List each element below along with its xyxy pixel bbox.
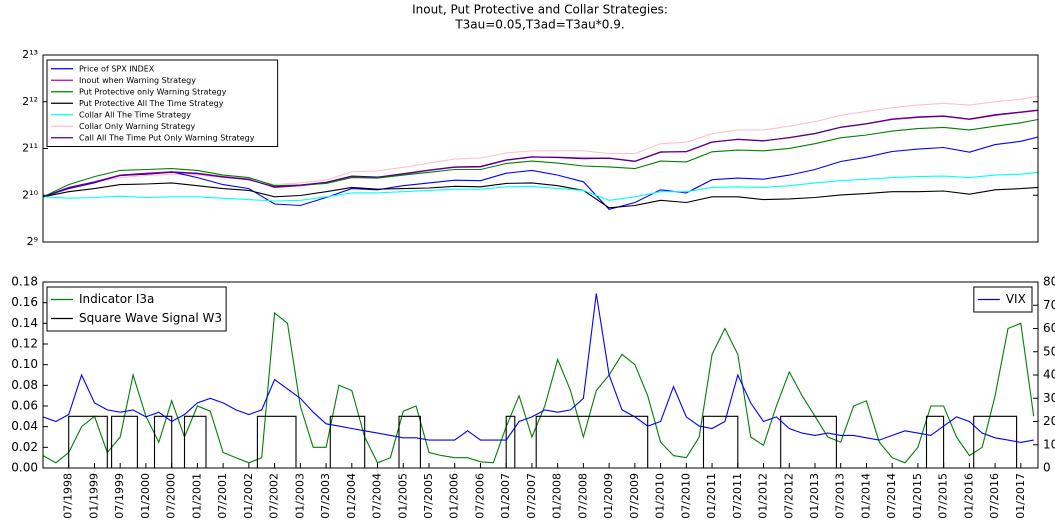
x-tick-label: 07/2000 [165,473,178,519]
x-tick-label: 01/2001 [190,473,203,519]
series-line [43,109,1038,198]
x-tick-label: 07/2010 [679,473,692,519]
x-tick-label: 01/2015 [911,473,924,519]
y-tick-label: 0.00 [11,461,38,475]
y-tick-label: 0.10 [11,357,38,371]
y-tick-label: 0.04 [11,419,38,433]
y-tick-label: 0.08 [11,378,38,392]
y-tick-label: 2¹⁰ [22,188,38,201]
x-tick-label: 01/2014 [859,473,872,519]
y-tick-label: 2¹¹ [22,142,38,155]
x-tick-label: 07/2012 [782,473,795,519]
x-tick-label: 01/2005 [396,473,409,519]
x-tick-label: 07/2001 [216,473,229,519]
legend-label: Call All The Time Put Only Warning Strat… [79,133,255,142]
y2-tick-label: 50 [1043,344,1055,358]
y-tick-label: 2¹³ [22,48,38,61]
y-tick-label: 0.06 [11,399,38,413]
y-tick-label: 2⁹ [27,235,38,248]
x-tick-label: 07/2005 [422,473,435,519]
legend-box [46,286,227,332]
legend-label: VIX [1006,292,1026,306]
y2-tick-label: 80 [1043,275,1055,289]
x-tick-label: 07/2016 [988,473,1001,519]
x-tick-label: 07/2011 [731,473,744,519]
x-tick-label: 01/2011 [705,473,718,519]
x-tick-label: 01/2013 [808,473,821,519]
x-tick-label: 01/2006 [448,473,461,519]
legend-label: Collar All The Time Strategy [79,110,191,119]
x-tick-label: 01/2003 [293,473,306,519]
x-tick-label: 01/2010 [654,473,667,519]
plot-frame [42,281,1039,469]
y2-tick-label: 70 [1043,298,1055,312]
series-line [43,182,1038,209]
x-tick-label: 01/2009 [602,473,615,519]
legend-label: Inout when Warning Strategy [79,76,196,85]
x-tick-label: 07/2015 [937,473,950,519]
legend-label: Put Protective only Warning Strategy [79,87,227,96]
legend-box [46,59,279,147]
series-line [43,171,1038,202]
legend-label: Price of SPX INDEX [79,64,155,73]
x-tick-label: 07/2003 [319,473,332,519]
y2-tick-label: 30 [1043,391,1055,405]
x-tick-label: 01/1999 [87,473,100,519]
series-line [43,118,1038,198]
legend-label: Square Wave Signal W3 [79,311,222,325]
y-tick-label: 0.02 [11,440,38,454]
x-tick-label: 07/1998 [62,473,75,519]
legend-label: Collar Only Warning Strategy [79,122,196,131]
x-tick-label: 01/2000 [139,473,152,519]
series-line [43,311,1035,464]
series-line [43,136,1038,211]
y-tick-label: 0.18 [11,275,38,289]
chart-title: Inout, Put Protective and Collar Strateg… [412,3,668,17]
y-tick-label: 0.14 [11,316,38,330]
x-tick-label: 01/2007 [499,473,512,519]
x-tick-label: 07/2007 [525,473,538,519]
y2-tick-label: 60 [1043,321,1055,335]
x-tick-label: 01/2017 [1014,473,1027,519]
y2-tick-label: 0 [1043,461,1051,475]
plot-frame [42,54,1039,243]
x-tick-label: 07/2006 [473,473,486,519]
x-tick-label: 07/2014 [885,473,898,519]
x-tick-label: 07/2008 [576,473,589,519]
series-line [43,95,1038,198]
y-tick-label: 0.12 [11,337,38,351]
series-line [43,293,1034,443]
x-tick-label: 07/2002 [268,473,281,519]
x-tick-label: 01/2012 [757,473,770,519]
x-tick-label: 07/2013 [834,473,847,519]
x-tick-label: 01/2004 [345,473,358,519]
series-line [43,415,1038,468]
legend-label: Indicator I3a [79,292,154,306]
y-tick-label: 0.16 [11,295,38,309]
x-tick-label: 07/2004 [371,473,384,519]
x-tick-label: 01/2002 [242,473,255,519]
chart-title: T3au=0.05,T3ad=T3au*0.9. [454,18,624,32]
legend-label: Put Protective All The Time Strategy [79,99,224,108]
y2-tick-label: 10 [1043,437,1055,451]
x-tick-label: 07/1999 [113,473,126,519]
y2-tick-label: 40 [1043,368,1055,382]
y2-tick-label: 20 [1043,414,1055,428]
x-tick-label: 07/2009 [628,473,641,519]
x-tick-label: 01/2008 [551,473,564,519]
x-tick-label: 01/2016 [962,473,975,519]
y-tick-label: 2¹² [22,95,38,108]
